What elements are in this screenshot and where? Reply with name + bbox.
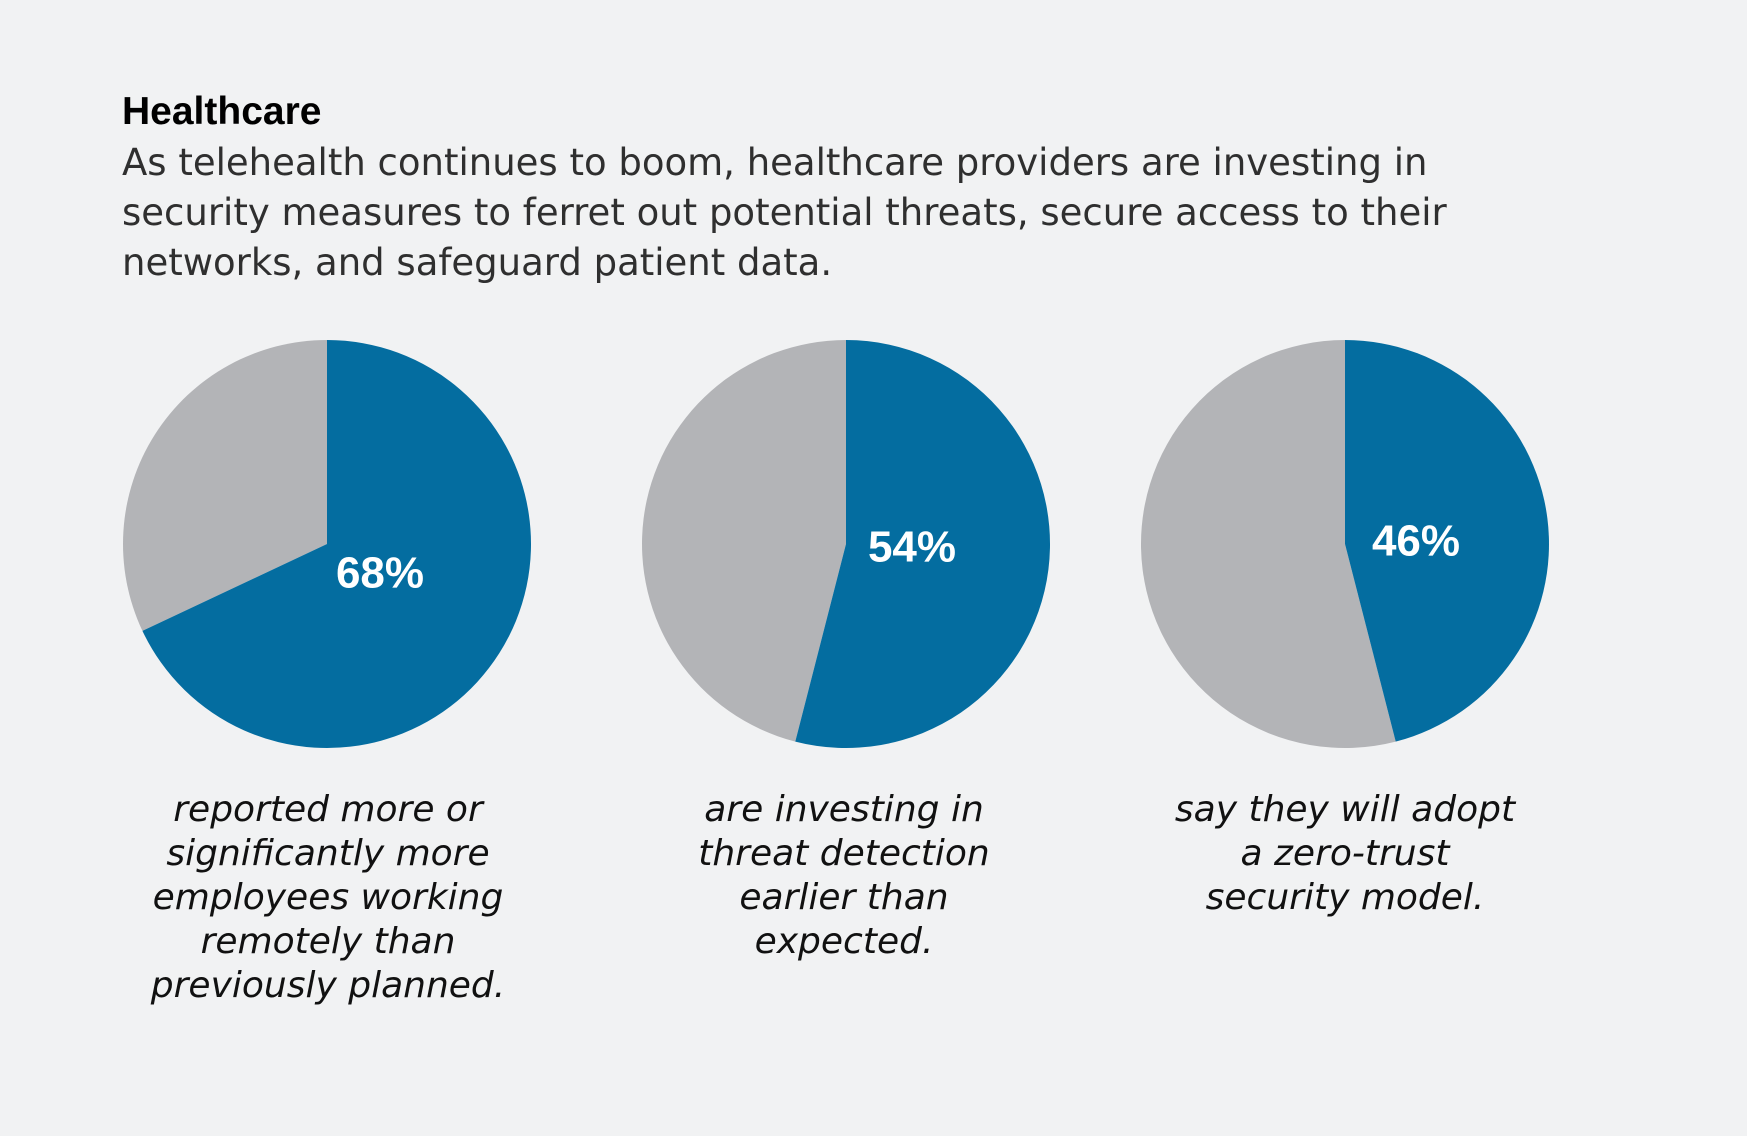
pie-caption-1: reported more or significantly more empl…: [150, 789, 506, 1006]
pie-2-value-slice: [795, 340, 1051, 749]
pie-3-remainder-slice: [1140, 340, 1396, 749]
pie-2-remainder-slice: [642, 340, 846, 742]
page-title: Healthcare: [122, 90, 322, 133]
pie-caption-3: say they will adopt a zero-trust securit…: [1174, 789, 1516, 918]
pie-2-percent-label: 54%: [868, 523, 956, 572]
pie-1-remainder-slice: [123, 340, 327, 631]
pie-3-value-slice: [1345, 340, 1549, 742]
pie-1-percent-label: 68%: [336, 549, 424, 598]
pie-chart-3: 46%: [1140, 340, 1549, 749]
pie-1-value-slice: [142, 340, 532, 749]
pie-3-percent-label: 46%: [1372, 517, 1460, 566]
page-subtitle: As telehealth continues to boom, healthc…: [122, 141, 1447, 284]
pie-chart-2: 54%: [642, 340, 1051, 749]
pie-chart-1: 68%: [123, 340, 532, 749]
pie-caption-2: are investing in threat detection earlie…: [698, 789, 990, 962]
